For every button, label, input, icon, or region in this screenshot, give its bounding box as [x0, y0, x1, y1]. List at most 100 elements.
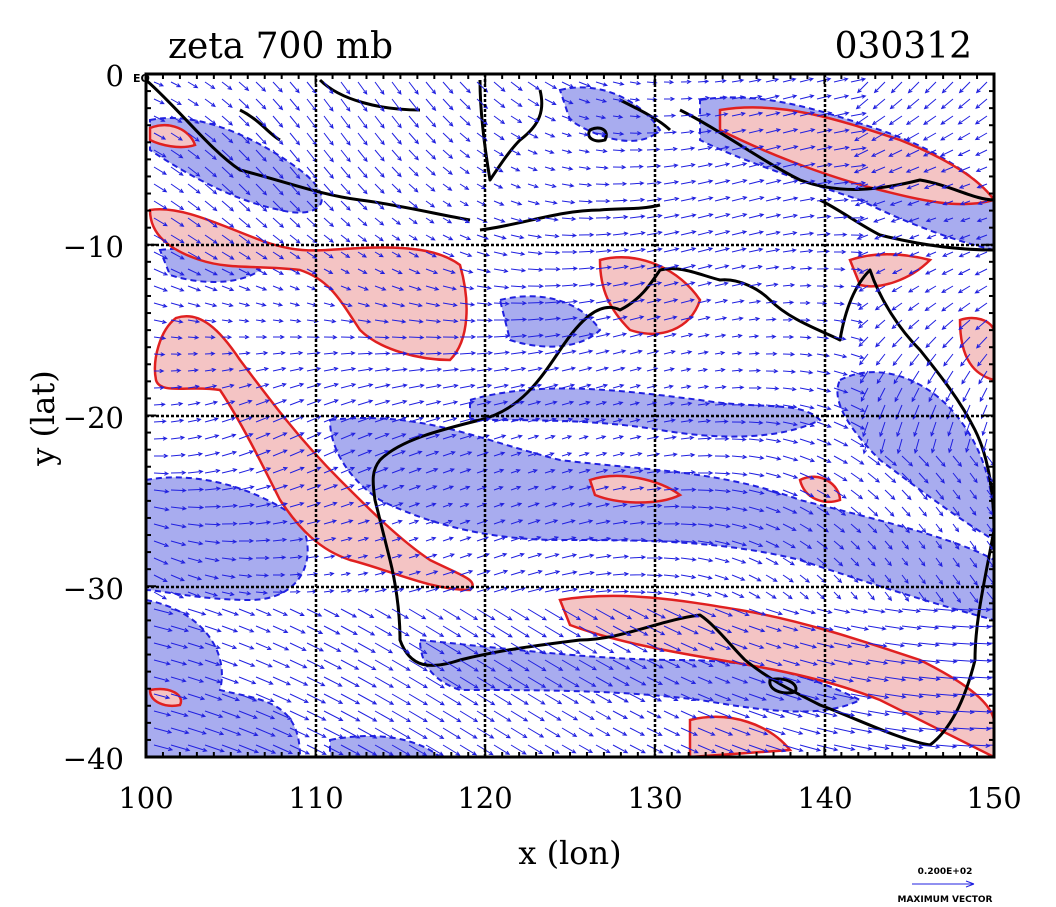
wind-vector — [782, 591, 793, 600]
wind-vector — [374, 234, 384, 242]
wind-vector — [748, 420, 764, 425]
wind-vector — [204, 149, 217, 161]
wind-vector — [272, 710, 293, 720]
wind-vector — [731, 368, 744, 373]
wind-vector — [204, 451, 221, 457]
wind-vector — [459, 132, 471, 143]
wind-vector — [238, 234, 252, 244]
wind-vector — [340, 744, 361, 756]
wind-vector — [374, 115, 385, 129]
wind-vector — [544, 452, 555, 457]
wind-vector — [153, 385, 165, 390]
wind-vector — [976, 183, 988, 189]
wind-vector — [289, 589, 301, 595]
wind-vector — [663, 79, 675, 85]
wind-vector — [323, 659, 343, 670]
wind-vector — [374, 642, 394, 654]
wind-vector — [425, 710, 445, 723]
wind-vector — [663, 96, 676, 102]
wind-vector — [578, 485, 592, 491]
wind-vector — [680, 298, 695, 304]
wind-vector — [238, 642, 255, 650]
wind-vector — [221, 485, 238, 491]
wind-vector — [612, 727, 628, 736]
wind-vector — [357, 484, 372, 491]
wind-vector — [680, 522, 698, 527]
wind-vector — [646, 315, 662, 321]
wind-vector — [459, 149, 471, 159]
wind-vector — [867, 693, 890, 700]
wind-vector — [765, 368, 779, 374]
wind-vector — [595, 554, 612, 559]
wind-vector — [408, 115, 420, 128]
wind-vector — [816, 387, 832, 393]
wind-vector — [646, 642, 665, 652]
wind-vector — [187, 149, 201, 160]
wind-vector — [153, 727, 173, 734]
wind-vector — [799, 300, 811, 306]
wind-vector — [854, 115, 869, 126]
wind-vector — [833, 77, 849, 83]
wind-vector — [187, 132, 200, 142]
wind-vector — [901, 608, 921, 613]
wind-vector — [913, 421, 920, 438]
wind-vector — [952, 540, 960, 550]
wind-vector — [858, 268, 869, 274]
wind-vector — [357, 115, 368, 129]
wind-vector — [884, 574, 892, 584]
wind-vector — [748, 128, 764, 134]
wind-vector — [875, 285, 886, 292]
wind-vector — [255, 608, 272, 616]
wind-vector — [391, 285, 405, 291]
wind-vector — [561, 417, 574, 423]
wind-vector — [323, 693, 344, 704]
wind-vector — [765, 300, 778, 305]
wind-vector — [680, 264, 697, 270]
wind-vector — [255, 166, 267, 179]
wind-vector — [340, 268, 351, 274]
wind-vector — [425, 285, 440, 291]
wind-vector — [357, 744, 378, 756]
wind-vector — [884, 608, 904, 614]
wind-vector — [833, 215, 849, 220]
wind-vector — [204, 676, 222, 684]
wind-vector — [255, 183, 268, 196]
wind-vector — [357, 659, 377, 671]
wind-vector — [850, 180, 867, 186]
wind-vector — [926, 353, 937, 367]
wind-vector — [799, 744, 822, 752]
wind-vector — [884, 489, 896, 501]
wind-vector — [697, 453, 713, 458]
wind-vector — [629, 164, 644, 169]
wind-vector — [854, 132, 869, 142]
wind-vector — [374, 98, 385, 113]
wind-vector — [879, 421, 886, 438]
wind-vector — [204, 486, 222, 491]
wind-vector — [544, 536, 560, 542]
wind-vector — [629, 727, 646, 736]
wind-vector — [884, 540, 893, 550]
wind-vector — [765, 489, 782, 496]
wind-vector — [765, 523, 781, 531]
wind-vector — [527, 300, 545, 305]
wind-vector — [923, 98, 937, 110]
wind-vector — [595, 148, 608, 154]
wind-vector — [510, 727, 528, 739]
wind-vector — [982, 438, 988, 453]
wind-vector — [170, 452, 186, 458]
wind-vector — [425, 659, 445, 672]
wind-vector — [680, 676, 697, 684]
wind-vector — [561, 349, 577, 355]
wind-vector — [561, 166, 574, 171]
wind-vector — [340, 200, 351, 211]
wind-vector — [697, 523, 715, 528]
wind-vector — [289, 399, 305, 406]
wind-vector — [765, 351, 778, 357]
wind-vector — [663, 418, 676, 423]
wind-vector — [221, 81, 233, 91]
wind-vector — [323, 432, 339, 440]
wind-vector — [187, 217, 202, 228]
wind-vector — [765, 403, 781, 409]
wind-vector — [884, 472, 897, 484]
wind-vector — [595, 366, 610, 372]
